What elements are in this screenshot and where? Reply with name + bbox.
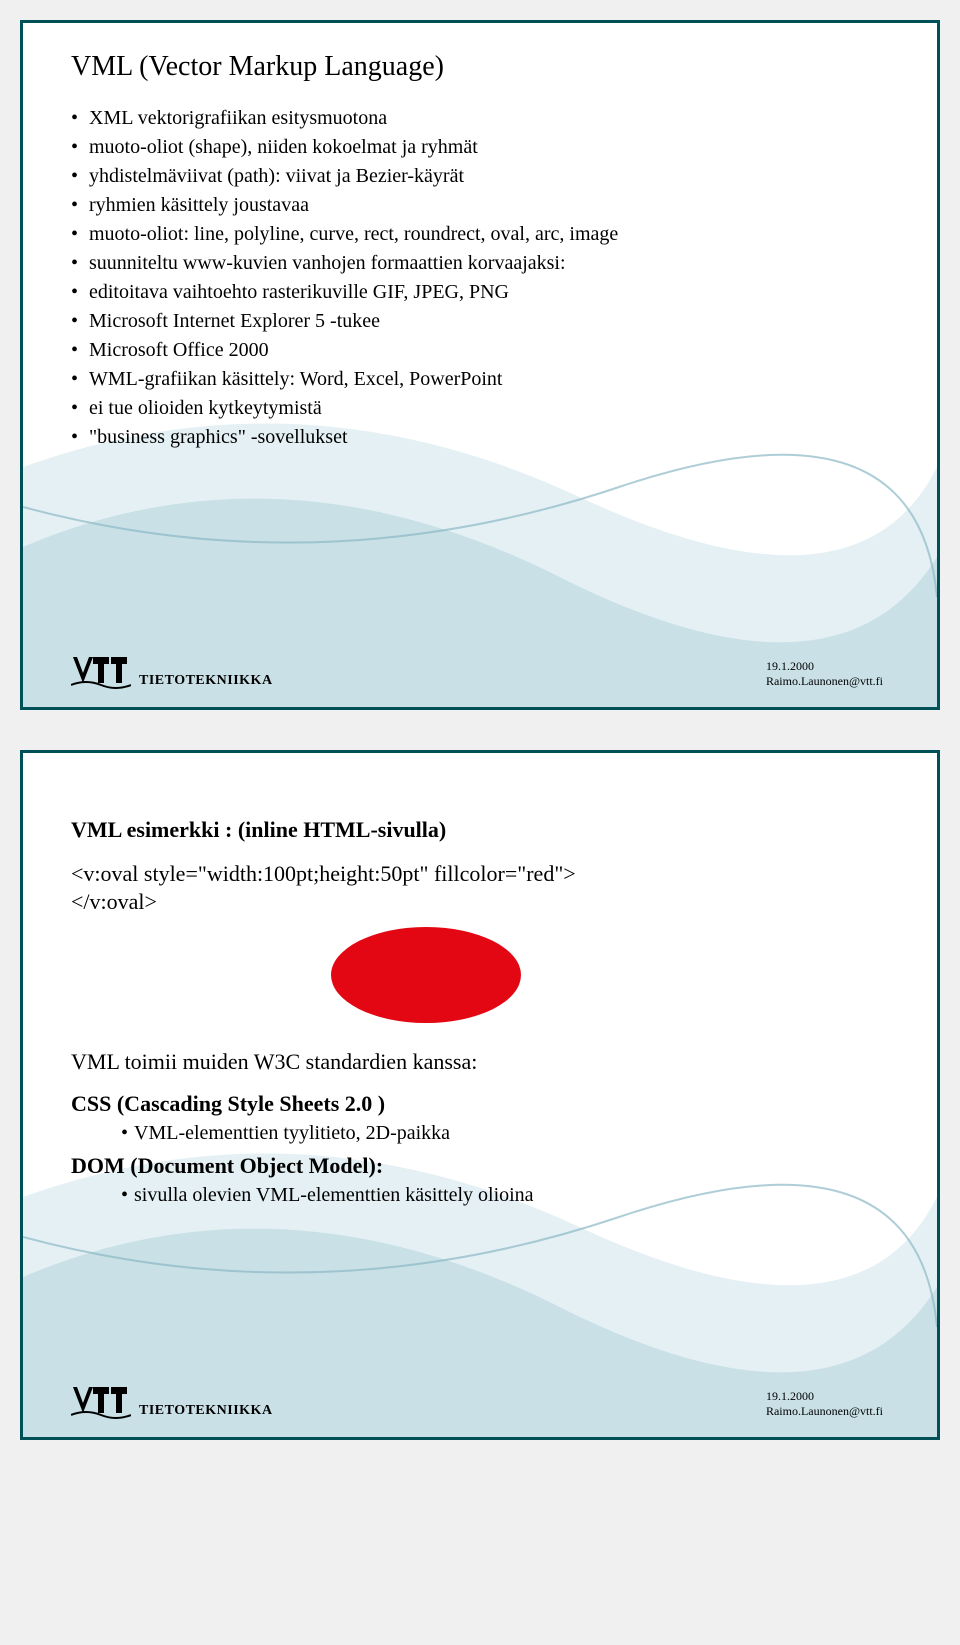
footer-email: Raimo.Launonen@vtt.fi	[766, 1404, 883, 1419]
footer-date: 19.1.2000	[766, 659, 883, 674]
footer-email: Raimo.Launonen@vtt.fi	[766, 674, 883, 689]
bullet-list: XML vektorigrafiikan esitysmuotona muoto…	[71, 105, 889, 451]
para-w3c: VML toimii muiden W3C standardien kanssa…	[71, 1049, 889, 1075]
section-heading: VML esimerkki : (inline HTML-sivulla)	[71, 817, 889, 843]
list-item: muoto-oliot (shape), niiden kokoelmat ja…	[71, 134, 889, 161]
list-item: yhdistelmäviivat (path): viivat ja Bezie…	[71, 163, 889, 190]
dom-sublist: sivulla olevien VML-elementtien käsittel…	[121, 1182, 889, 1209]
code-line-open: <v:oval style="width:100pt;height:50pt" …	[71, 861, 889, 887]
slide-2: VML esimerkki : (inline HTML-sivulla) <v…	[20, 750, 940, 1440]
dom-label: DOM (Document Object Model):	[71, 1151, 889, 1182]
slide-1: VML (Vector Markup Language) XML vektori…	[20, 20, 940, 710]
example-oval	[331, 927, 521, 1023]
footer-org: TIETOTEKNIIKKA	[139, 1403, 273, 1419]
list-item: suunniteltu www-kuvien vanhojen formaatt…	[71, 250, 889, 277]
css-label: CSS (Cascading Style Sheets 2.0 )	[71, 1089, 889, 1120]
list-item: Microsoft Internet Explorer 5 -tukee	[71, 308, 889, 335]
footer-org: TIETOTEKNIIKKA	[139, 673, 273, 689]
list-item: XML vektorigrafiikan esitysmuotona	[71, 105, 889, 132]
footer-right: 19.1.2000 Raimo.Launonen@vtt.fi	[766, 1389, 883, 1419]
list-item: Microsoft Office 2000	[71, 337, 889, 364]
list-item: ryhmien käsittely joustavaa	[71, 192, 889, 219]
css-sublist: VML-elementtien tyylitieto, 2D-paikka	[121, 1120, 889, 1147]
footer-date: 19.1.2000	[766, 1389, 883, 1404]
slide-title: VML (Vector Markup Language)	[71, 51, 889, 83]
footer-right: 19.1.2000 Raimo.Launonen@vtt.fi	[766, 659, 883, 689]
list-item: muoto-oliot: line, polyline, curve, rect…	[71, 221, 889, 248]
list-item: WML-grafiikan käsittely: Word, Excel, Po…	[71, 366, 889, 393]
list-item: sivulla olevien VML-elementtien käsittel…	[121, 1182, 889, 1209]
footer-left: TIETOTEKNIIKKA	[71, 1385, 273, 1419]
list-item: "business graphics" -sovellukset	[71, 424, 889, 451]
code-line-close: </v:oval>	[71, 889, 889, 915]
footer-left: TIETOTEKNIIKKA	[71, 655, 273, 689]
vtt-logo-icon	[71, 1385, 131, 1419]
list-item: VML-elementtien tyylitieto, 2D-paikka	[121, 1120, 889, 1147]
list-item: ei tue olioiden kytkeytymistä	[71, 395, 889, 422]
list-item: editoitava vaihtoehto rasterikuville GIF…	[71, 279, 889, 306]
vtt-logo-icon	[71, 655, 131, 689]
